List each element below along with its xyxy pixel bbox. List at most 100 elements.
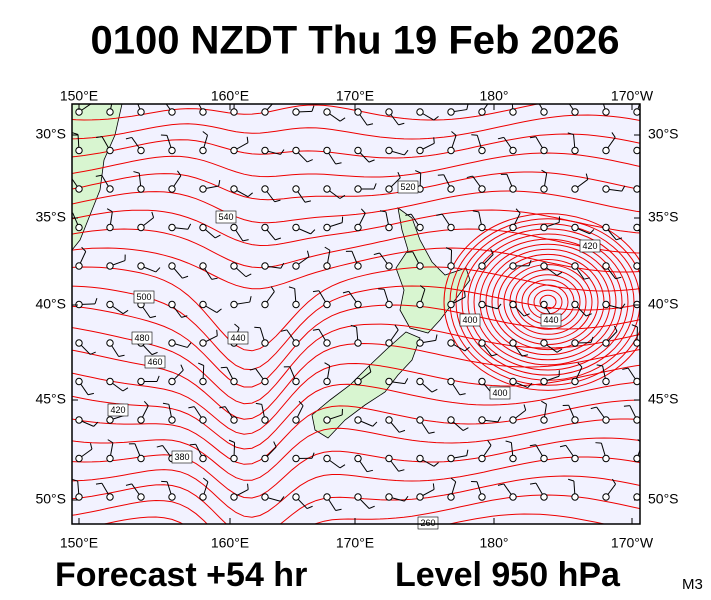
station [602, 416, 610, 424]
barb-flag [143, 400, 149, 407]
station [540, 416, 548, 424]
station [571, 146, 579, 155]
low-contour [497, 259, 599, 345]
barb-flag [585, 313, 592, 317]
barb-flag [311, 452, 315, 459]
barb-flag [541, 400, 547, 405]
barb-flag [312, 328, 319, 331]
barb-flag [523, 404, 527, 411]
low-contour [485, 248, 611, 356]
barb-flag [529, 444, 536, 447]
station [416, 146, 424, 155]
contour-label-box [417, 516, 439, 530]
station [633, 493, 640, 501]
station [571, 108, 579, 116]
barb-flag [150, 315, 157, 319]
barb-flag [399, 429, 406, 433]
station [478, 185, 486, 193]
station [385, 377, 393, 386]
barb-flag [530, 98, 536, 99]
barb-flag [433, 115, 439, 121]
barb-flag [404, 495, 409, 502]
barb-flag [133, 171, 140, 174]
barb-flag [445, 247, 452, 251]
station [323, 223, 331, 232]
station [323, 146, 331, 155]
barb-flag [177, 170, 182, 176]
contour-label-box [397, 180, 419, 194]
station [199, 416, 207, 424]
contour-label-box [144, 355, 166, 369]
barb-flag [95, 482, 102, 485]
map-frame [71, 103, 641, 525]
station [509, 108, 517, 116]
lon-label: 170°W [611, 88, 654, 104]
barb-flag [367, 123, 374, 126]
station [478, 493, 486, 501]
station [168, 300, 176, 309]
station [385, 416, 393, 424]
station [478, 416, 486, 424]
station [106, 185, 114, 193]
station [75, 223, 83, 232]
barb-flag [527, 382, 533, 388]
barb-flag [156, 375, 160, 382]
station [540, 454, 548, 463]
station [509, 146, 517, 155]
station [292, 146, 300, 155]
barb-flag [523, 313, 530, 317]
station [354, 300, 362, 309]
station [106, 146, 114, 155]
station [106, 262, 114, 270]
station [323, 339, 331, 347]
contour-label: 400 [492, 388, 507, 398]
contour [72, 362, 640, 435]
barb-flag [162, 402, 169, 405]
barb-flag [339, 194, 346, 199]
station [261, 262, 269, 270]
contour [72, 228, 640, 269]
barb-flag [335, 508, 342, 511]
barb-flag [433, 462, 439, 467]
station [354, 493, 362, 501]
station [416, 454, 424, 463]
barb-flag [611, 478, 616, 485]
barb-flag [515, 208, 521, 214]
barb-flag [310, 229, 316, 235]
contour-label: 400 [462, 315, 477, 325]
barb-flag [181, 315, 188, 318]
barb-flag [211, 277, 218, 280]
station [106, 223, 114, 232]
station [509, 339, 517, 347]
station [137, 185, 145, 193]
contour-label: 380 [174, 452, 189, 462]
barb-flag [89, 443, 93, 450]
barb-flag [623, 405, 630, 407]
contour [72, 171, 640, 201]
contour-label: 500 [136, 292, 151, 302]
station [261, 146, 269, 155]
contour [72, 456, 640, 518]
station [602, 262, 610, 270]
station [571, 185, 579, 193]
lon-label: 150°E [60, 535, 98, 551]
station [447, 185, 455, 193]
barb-flag [405, 213, 412, 216]
station [230, 416, 238, 424]
station [478, 339, 486, 347]
station [354, 454, 362, 463]
station [447, 416, 455, 424]
station [292, 493, 300, 501]
contour [72, 494, 640, 524]
station [230, 300, 238, 309]
station [385, 339, 393, 347]
barb-flag [419, 285, 426, 290]
level-label: Level 950 hPa [395, 556, 621, 594]
barb-flag [156, 445, 163, 448]
station [540, 185, 548, 193]
station [75, 454, 83, 463]
station [633, 377, 640, 386]
barb-flag [202, 131, 208, 136]
station [509, 454, 517, 463]
lon-label: 180° [480, 88, 509, 104]
